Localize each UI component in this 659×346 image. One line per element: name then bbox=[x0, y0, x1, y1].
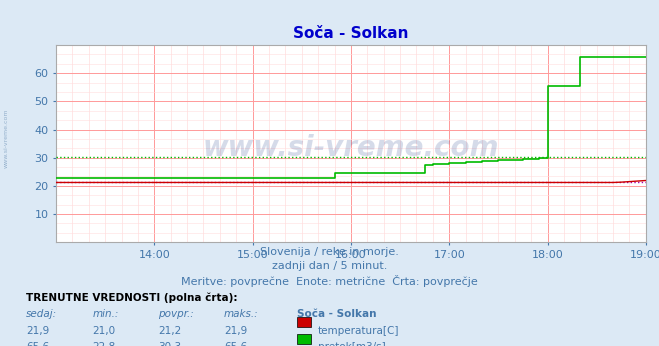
Text: temperatura[C]: temperatura[C] bbox=[318, 326, 399, 336]
Text: Meritve: povprečne  Enote: metrične  Črta: povprečje: Meritve: povprečne Enote: metrične Črta:… bbox=[181, 275, 478, 287]
Text: Soča - Solkan: Soča - Solkan bbox=[297, 309, 376, 319]
Title: Soča - Solkan: Soča - Solkan bbox=[293, 26, 409, 41]
Text: 21,9: 21,9 bbox=[224, 326, 247, 336]
Text: www.si-vreme.com: www.si-vreme.com bbox=[203, 134, 499, 162]
Text: 30,3: 30,3 bbox=[158, 342, 181, 346]
Text: maks.:: maks.: bbox=[224, 309, 259, 319]
Text: povpr.:: povpr.: bbox=[158, 309, 194, 319]
Text: 21,9: 21,9 bbox=[26, 326, 49, 336]
Text: zadnji dan / 5 minut.: zadnji dan / 5 minut. bbox=[272, 261, 387, 271]
Text: TRENUTNE VREDNOSTI (polna črta):: TRENUTNE VREDNOSTI (polna črta): bbox=[26, 292, 238, 303]
Text: Slovenija / reke in morje.: Slovenija / reke in morje. bbox=[260, 247, 399, 257]
Text: min.:: min.: bbox=[92, 309, 119, 319]
Text: pretok[m3/s]: pretok[m3/s] bbox=[318, 342, 386, 346]
Text: sedaj:: sedaj: bbox=[26, 309, 57, 319]
Text: 21,2: 21,2 bbox=[158, 326, 181, 336]
Text: 65,6: 65,6 bbox=[26, 342, 49, 346]
Text: 21,0: 21,0 bbox=[92, 326, 115, 336]
Text: 22,8: 22,8 bbox=[92, 342, 115, 346]
Text: 65,6: 65,6 bbox=[224, 342, 247, 346]
Text: www.si-vreme.com: www.si-vreme.com bbox=[4, 109, 9, 168]
